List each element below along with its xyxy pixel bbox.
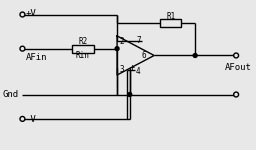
Text: Gnd: Gnd bbox=[3, 90, 19, 99]
Text: +V: +V bbox=[25, 9, 36, 18]
Circle shape bbox=[20, 12, 25, 17]
Bar bbox=[160, 19, 182, 27]
Text: 7: 7 bbox=[137, 36, 142, 45]
Circle shape bbox=[20, 46, 25, 51]
Text: 4: 4 bbox=[136, 67, 140, 76]
Text: R1: R1 bbox=[166, 12, 175, 21]
Bar bbox=[72, 45, 94, 52]
Text: +: + bbox=[130, 63, 135, 72]
Text: 3: 3 bbox=[119, 65, 124, 74]
Circle shape bbox=[234, 53, 239, 58]
Text: AFin: AFin bbox=[25, 53, 47, 62]
Text: Rin: Rin bbox=[76, 51, 90, 60]
Circle shape bbox=[193, 54, 197, 57]
Circle shape bbox=[234, 92, 239, 97]
Polygon shape bbox=[117, 36, 154, 75]
Circle shape bbox=[115, 47, 119, 51]
Text: -V: -V bbox=[25, 115, 36, 124]
Circle shape bbox=[20, 116, 25, 121]
Text: AFout: AFout bbox=[225, 63, 251, 72]
Circle shape bbox=[128, 93, 132, 96]
Text: 2: 2 bbox=[119, 37, 124, 46]
Text: 6: 6 bbox=[142, 51, 146, 60]
Text: R2: R2 bbox=[78, 37, 88, 46]
